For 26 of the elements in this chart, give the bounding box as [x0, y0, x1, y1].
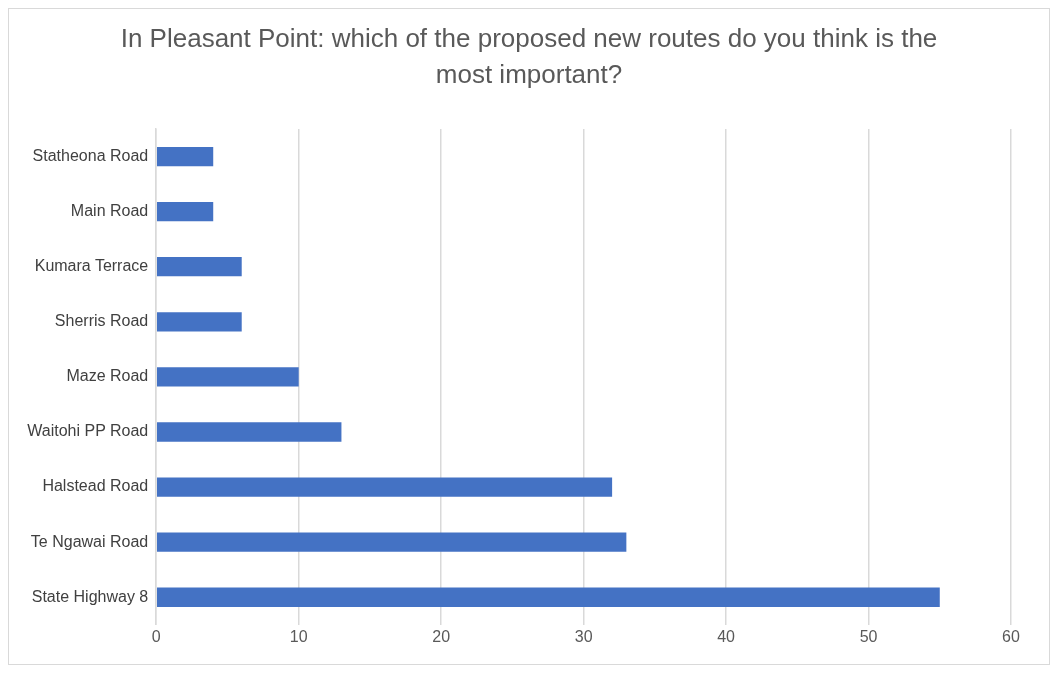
- chart-title: In Pleasant Point: which of the proposed new routes do you think is the most important?: [120, 23, 938, 90]
- x-tick-label: 50: [859, 627, 878, 645]
- y-tick-label: Te Ngawai Road: [30, 532, 149, 550]
- y-tick-label: Statheona Road: [32, 146, 149, 164]
- bar: [156, 257, 242, 277]
- x-tick-label: 20: [432, 627, 451, 645]
- y-tick-label: Halstead Road: [42, 477, 149, 495]
- bar: [156, 587, 940, 607]
- bar: [156, 532, 627, 552]
- y-tick-label: Kumara Terrace: [34, 257, 149, 275]
- x-tick-label: 30: [574, 627, 593, 645]
- x-tick-label: 40: [717, 627, 736, 645]
- y-tick-label: Sherris Road: [54, 312, 149, 330]
- y-tick-label: Maze Road: [66, 367, 149, 385]
- y-tick-label: Waitohi PP Road: [27, 422, 149, 440]
- bar: [156, 477, 613, 497]
- bar: [156, 422, 342, 442]
- bar: [156, 146, 214, 167]
- bar: [156, 367, 299, 387]
- y-tick-label: Main Road: [70, 202, 149, 220]
- bar: [156, 201, 214, 222]
- y-tick-label: State Highway 8: [31, 587, 149, 605]
- x-tick-label: 10: [289, 627, 308, 645]
- x-tick-label: 0: [151, 627, 161, 645]
- bar: [156, 312, 242, 332]
- x-tick-label: 60: [1002, 627, 1020, 645]
